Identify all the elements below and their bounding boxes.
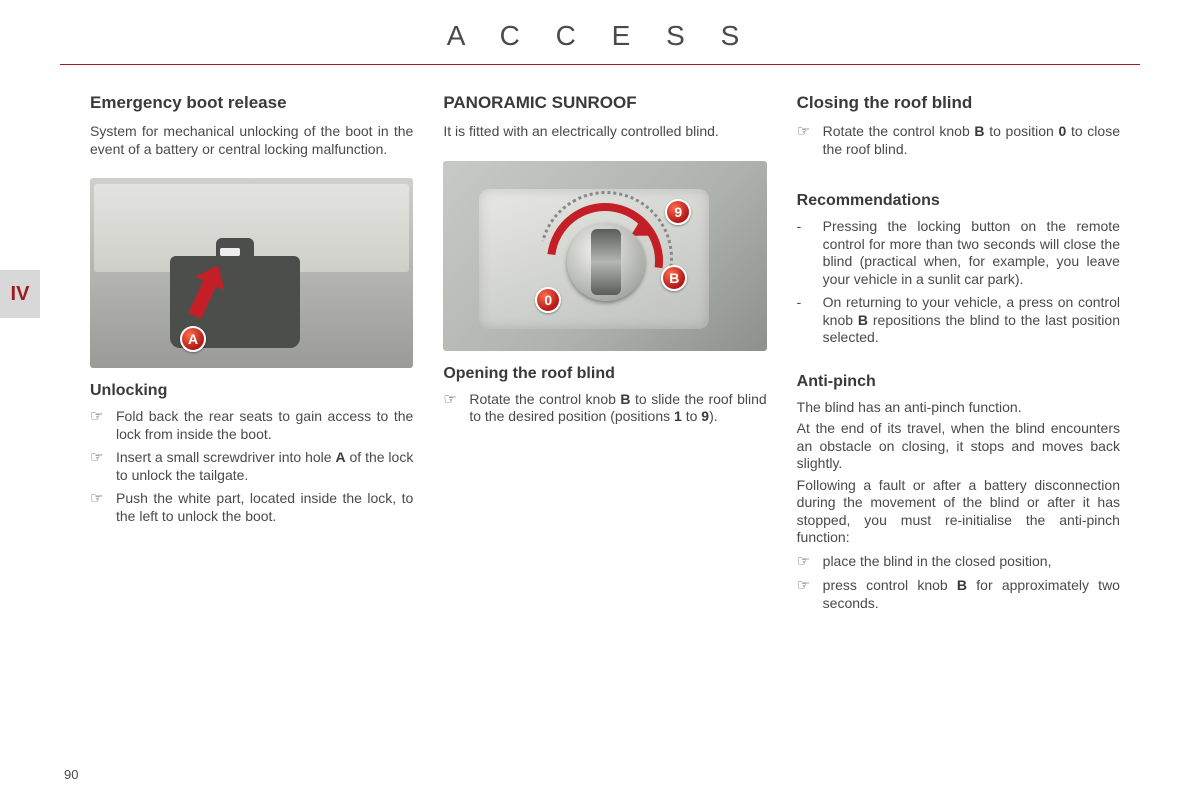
col1-intro: System for mechanical unlocking of the b… [90, 123, 413, 158]
col1-bullet-1: ☞ Fold back the rear seats to gain acces… [90, 408, 413, 443]
pointer-icon: ☞ [90, 490, 116, 525]
column-3: Closing the roof blind ☞ Rotate the cont… [797, 93, 1120, 618]
pointer-icon: ☞ [797, 577, 823, 612]
col2-bullet-1: ☞ Rotate the control knob B to slide the… [443, 391, 766, 426]
dash-icon: - [797, 218, 823, 288]
pointer-icon: ☞ [443, 391, 469, 426]
col1-bullet-2-text: Insert a small screwdriver into hole A o… [116, 449, 413, 484]
col2-heading: PANORAMIC SUNROOF [443, 93, 766, 113]
col2-bullet-1-text: Rotate the control knob B to slide the r… [469, 391, 766, 426]
marker-0: 0 [535, 287, 561, 313]
page-title: A C C E S S [0, 0, 1200, 52]
pointer-icon: ☞ [797, 123, 823, 158]
content-columns: Emergency boot release System for mechan… [0, 65, 1200, 618]
col1-bullet-3: ☞ Push the white part, located inside th… [90, 490, 413, 525]
pointer-icon: ☞ [90, 408, 116, 443]
column-2: PANORAMIC SUNROOF It is fitted with an e… [443, 93, 766, 618]
col3-close-bullet: ☞ Rotate the control knob B to position … [797, 123, 1120, 158]
figure-boot-release: A [90, 178, 413, 368]
marker-a: A [180, 326, 206, 352]
recommendations-heading: Recommendations [797, 192, 1120, 210]
page-number: 90 [64, 767, 78, 782]
col1-heading: Emergency boot release [90, 93, 413, 113]
rec-1-text: Pressing the locking button on the remot… [823, 218, 1120, 288]
ap-text-1: The blind has an anti-pinch function. [797, 399, 1120, 417]
ap-bullet-1-text: place the blind in the closed position, [823, 553, 1120, 572]
ap-text-2: At the end of its travel, when the blind… [797, 420, 1120, 473]
col3-heading: Closing the roof blind [797, 93, 1120, 113]
fig1-slot [220, 248, 240, 256]
marker-9: 9 [665, 199, 691, 225]
ap-bullet-2: ☞ press control knob B for approximately… [797, 577, 1120, 612]
rec-2-text: On returning to your vehicle, a press on… [823, 294, 1120, 347]
col1-bullet-3-text: Push the white part, located inside the … [116, 490, 413, 525]
marker-b: B [661, 265, 687, 291]
figure-sunroof-knob: 0 9 B [443, 161, 766, 351]
section-tab: IV [0, 270, 40, 318]
rec-bullet-2: - On returning to your vehicle, a press … [797, 294, 1120, 347]
antipinch-heading: Anti-pinch [797, 373, 1120, 391]
col1-bullet-1-text: Fold back the rear seats to gain access … [116, 408, 413, 443]
dash-icon: - [797, 294, 823, 347]
rec-bullet-1: - Pressing the locking button on the rem… [797, 218, 1120, 288]
pointer-icon: ☞ [90, 449, 116, 484]
pointer-icon: ☞ [797, 553, 823, 572]
col2-intro: It is fitted with an electrically contro… [443, 123, 766, 141]
col3-close-text: Rotate the control knob B to position 0 … [823, 123, 1120, 158]
col1-bullet-2: ☞ Insert a small screwdriver into hole A… [90, 449, 413, 484]
col2-subheading: Opening the roof blind [443, 365, 766, 383]
ap-bullet-2-text: press control knob B for approximately t… [823, 577, 1120, 612]
fig2-knob [567, 223, 645, 301]
ap-bullet-1: ☞ place the blind in the closed position… [797, 553, 1120, 572]
col1-subheading: Unlocking [90, 382, 413, 400]
ap-text-3: Following a fault or after a battery dis… [797, 477, 1120, 547]
column-1: Emergency boot release System for mechan… [90, 93, 413, 618]
